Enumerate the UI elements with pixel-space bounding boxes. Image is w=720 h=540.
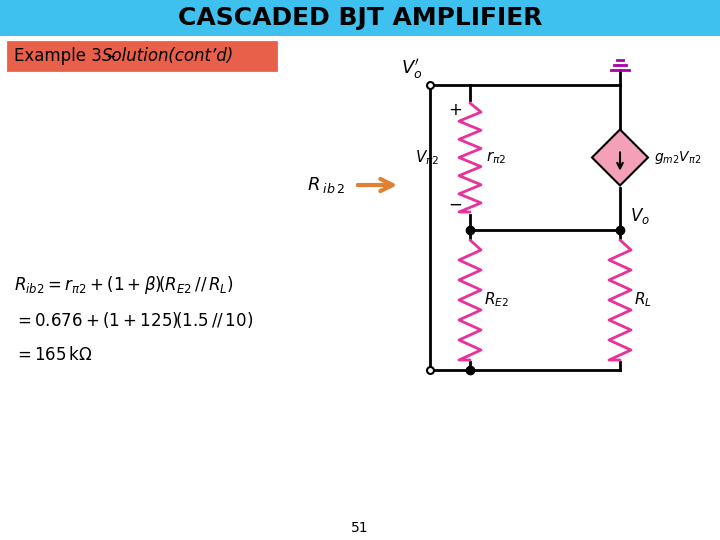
Text: $V_o$: $V_o$ — [630, 206, 650, 226]
Text: (cont’d): (cont’d) — [163, 47, 233, 65]
FancyBboxPatch shape — [0, 0, 720, 36]
Text: $R_{E2}$: $R_{E2}$ — [484, 291, 509, 309]
Text: $R_L$: $R_L$ — [634, 291, 652, 309]
Text: $V_{\pi 2}$: $V_{\pi 2}$ — [415, 148, 440, 167]
Text: 51: 51 — [351, 521, 369, 535]
Text: $R_{ib2} = r_{\pi 2} + \left(1+\beta\right)\!\left(R_{E2}\,//\,R_L\right)$: $R_{ib2} = r_{\pi 2} + \left(1+\beta\rig… — [14, 274, 234, 296]
Text: $r_{\pi 2}$: $r_{\pi 2}$ — [486, 149, 506, 166]
Text: $g_{m2}V_{\pi 2}$: $g_{m2}V_{\pi 2}$ — [654, 149, 701, 166]
Polygon shape — [592, 130, 648, 186]
FancyBboxPatch shape — [8, 42, 276, 70]
Text: +: + — [448, 101, 462, 119]
Text: $= 0.676 + \left(1+125\right)\!\left(1.5\,//\,10\right)$: $= 0.676 + \left(1+125\right)\!\left(1.5… — [14, 310, 253, 330]
Text: $R\,_{ib\,2}$: $R\,_{ib\,2}$ — [307, 175, 345, 195]
Text: $= 165\,\mathrm{k\Omega}$: $= 165\,\mathrm{k\Omega}$ — [14, 346, 93, 364]
Text: Example 3 –: Example 3 – — [14, 47, 121, 65]
Text: −: − — [448, 196, 462, 214]
Text: $V_o'$: $V_o'$ — [400, 57, 422, 81]
Text: CASCADED BJT AMPLIFIER: CASCADED BJT AMPLIFIER — [178, 6, 542, 30]
Text: Solution: Solution — [102, 47, 169, 65]
